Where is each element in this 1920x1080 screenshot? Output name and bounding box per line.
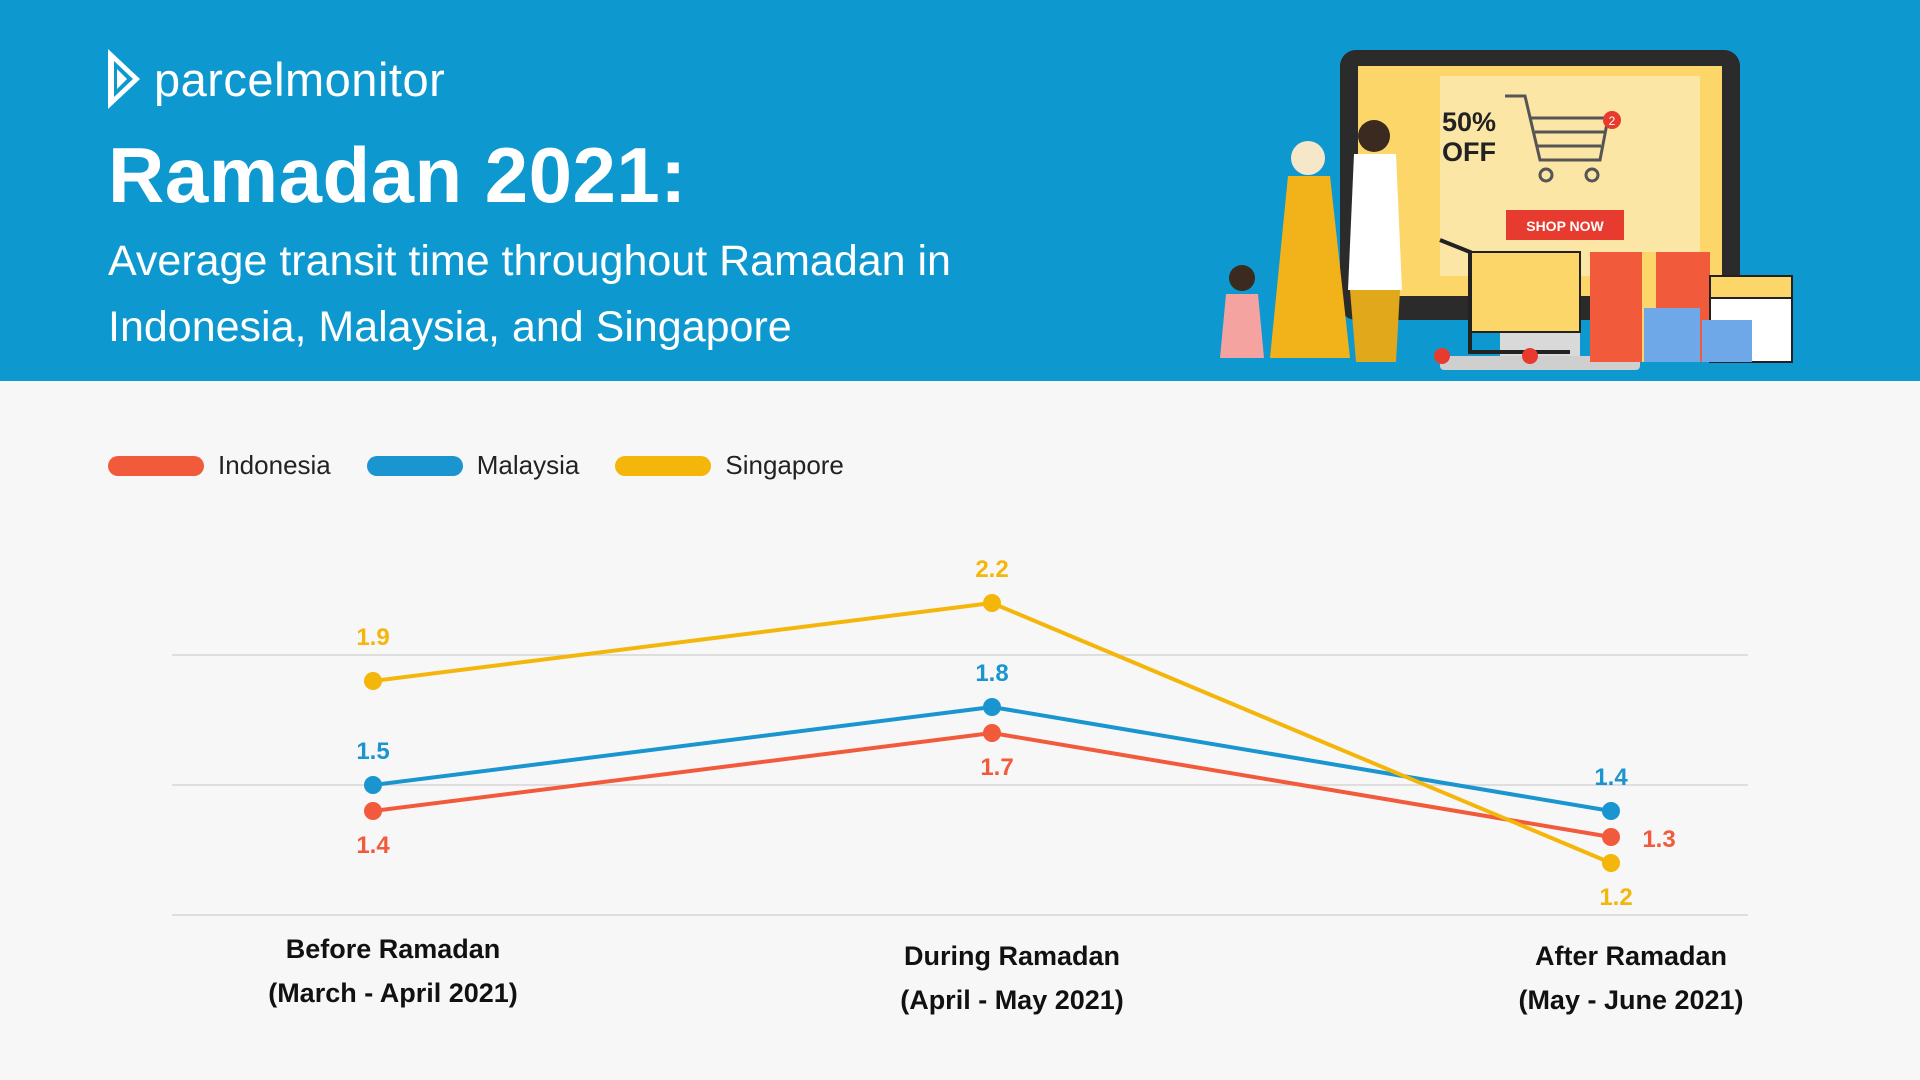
page-title: Ramadan 2021: xyxy=(108,131,687,219)
x-tick-label: Before Ramadan xyxy=(286,934,501,964)
shop-now-button-shape xyxy=(1506,210,1624,240)
discount-line1: 50% xyxy=(1442,107,1496,137)
x-tick-label: (May - June 2021) xyxy=(1518,985,1743,1015)
family-shoppers-icon xyxy=(1220,120,1402,362)
cart-badge: 2 xyxy=(1609,114,1616,128)
data-point-indonesia[interactable] xyxy=(983,724,1001,742)
data-label-indonesia: 1.7 xyxy=(980,754,1013,781)
legend-swatch-indonesia xyxy=(108,455,204,476)
data-label-malaysia: 1.5 xyxy=(356,738,389,765)
data-label-indonesia: 1.3 xyxy=(1642,826,1675,853)
legend-label-malaysia: Malaysia xyxy=(476,450,580,480)
data-label-indonesia: 1.4 xyxy=(356,832,390,859)
legend-item-singapore[interactable]: Singapore xyxy=(615,450,844,481)
legend-swatch-malaysia xyxy=(366,455,463,476)
legend-item-indonesia[interactable]: Indonesia xyxy=(108,450,331,481)
legend-label-indonesia: Indonesia xyxy=(218,450,331,480)
cart-badge-icon xyxy=(1603,111,1621,129)
shopping-illustration: 50% OFF 2 SHOP NOW xyxy=(1220,50,1793,370)
data-point-singapore[interactable] xyxy=(983,594,1001,612)
screen-cart-icon xyxy=(1505,94,1610,183)
page-subtitle: Average transit time throughout Ramadan … xyxy=(108,237,951,351)
header-banner: parcelmonitor Ramadan 2021: Average tran… xyxy=(0,0,1920,381)
data-point-malaysia[interactable] xyxy=(364,776,382,794)
legend-swatch-singapore xyxy=(615,455,712,476)
parcelmonitor-logo-icon xyxy=(108,49,140,109)
x-tick-label: (April - May 2021) xyxy=(900,985,1124,1015)
data-point-indonesia[interactable] xyxy=(1602,828,1620,846)
data-point-indonesia[interactable] xyxy=(364,802,382,820)
data-point-malaysia[interactable] xyxy=(1602,802,1620,820)
shopping-cart-icon xyxy=(1434,238,1581,364)
data-label-singapore: 1.9 xyxy=(356,624,389,651)
x-tick-label: (March - April 2021) xyxy=(268,978,518,1008)
data-point-singapore[interactable] xyxy=(1602,854,1620,872)
brand-logo[interactable]: parcelmonitor xyxy=(108,44,445,114)
shop-now-label: SHOP NOW xyxy=(1526,218,1604,234)
data-point-malaysia[interactable] xyxy=(983,698,1001,716)
discount-line2: OFF xyxy=(1442,137,1496,167)
data-point-singapore[interactable] xyxy=(364,672,382,690)
legend-label-singapore: Singapore xyxy=(725,450,844,480)
data-label-singapore: 2.2 xyxy=(975,556,1008,583)
legend-item-malaysia[interactable]: Malaysia xyxy=(366,450,580,481)
data-label-malaysia: 1.8 xyxy=(975,660,1008,687)
x-tick-label: During Ramadan xyxy=(904,941,1120,971)
x-tick-label: After Ramadan xyxy=(1535,941,1727,971)
data-label-singapore: 1.2 xyxy=(1599,884,1632,911)
gift-boxes-icon xyxy=(1590,252,1793,363)
data-label-malaysia: 1.4 xyxy=(1594,764,1628,791)
brand-name: parcelmonitor xyxy=(154,52,446,106)
chart-legend: Indonesia Malaysia Singapore xyxy=(108,450,880,481)
